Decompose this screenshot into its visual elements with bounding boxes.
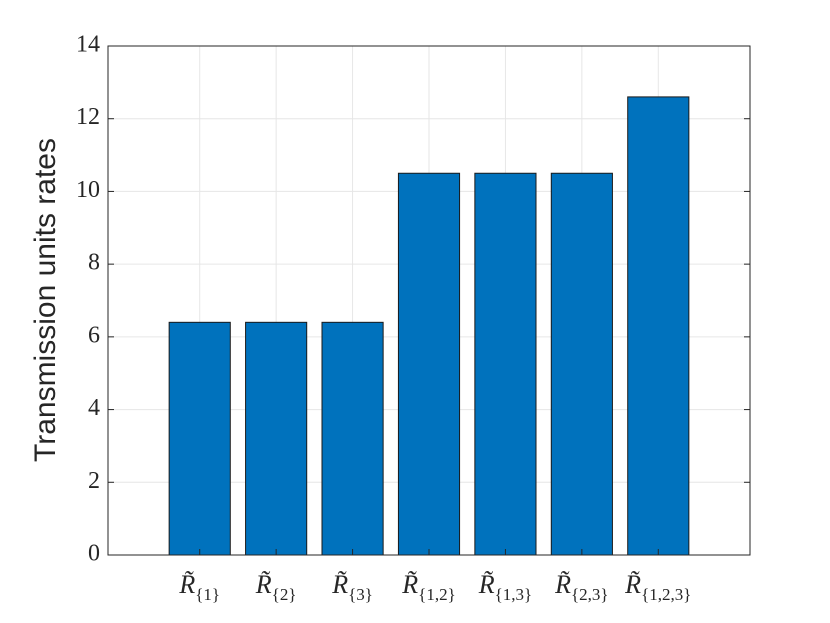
- y-tick-label: 8: [88, 250, 100, 276]
- plot-frame: [107, 45, 751, 556]
- bar: [627, 96, 690, 556]
- x-tick-label: R̃{1,3}: [478, 570, 532, 604]
- x-tick-label: R̃{3}: [331, 570, 373, 604]
- y-tick-label: 6: [88, 322, 100, 348]
- y-tick-label: 12: [76, 104, 100, 130]
- x-tick-label: R̃{1}: [178, 570, 220, 604]
- x-tick-label: R̃{1,2,3}: [624, 570, 691, 604]
- bar: [245, 321, 308, 556]
- y-tick-label: 4: [88, 395, 100, 421]
- x-tick-label: R̃{2,3}: [554, 570, 608, 604]
- y-tick-label: 10: [76, 177, 100, 203]
- bar: [397, 172, 461, 556]
- bar: [321, 321, 384, 556]
- y-tick-label: 0: [88, 541, 100, 567]
- y-tick-label: 14: [76, 32, 100, 58]
- y-axis-label: Transmission units rates: [29, 138, 62, 462]
- x-tick-label: R̃{1,2}: [401, 570, 455, 604]
- bar: [474, 172, 537, 556]
- y-tick-label: 2: [88, 468, 100, 494]
- bar: [550, 172, 613, 556]
- x-tick-label: R̃{2}: [255, 570, 297, 604]
- bar: [168, 321, 231, 556]
